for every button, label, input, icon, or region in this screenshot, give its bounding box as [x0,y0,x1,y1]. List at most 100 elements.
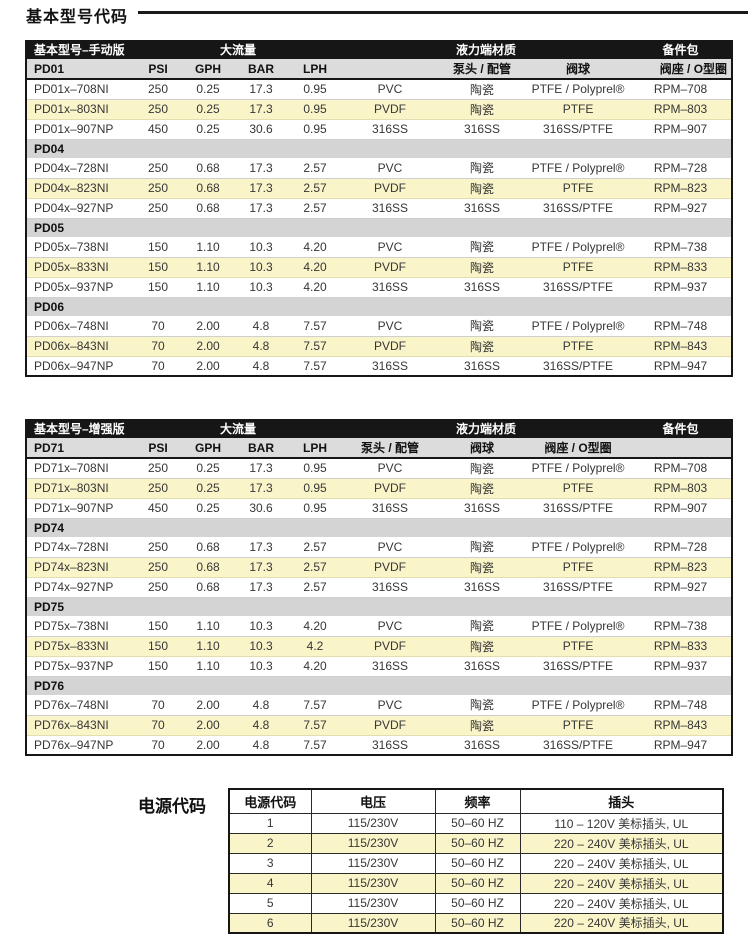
psi-cell: 150 [134,277,182,298]
model-row: PD74x–728NI 250 0.68 17.3 2.57 PVC 陶瓷 PTFE / Po… [26,537,733,558]
frequency-cell: 50–60 HZ [434,892,521,914]
model-cell: PD76x–947NP [34,737,114,752]
section-row: PD05 [26,218,733,237]
psi-cell: 250 [134,577,182,598]
table-main-header-row: 基本型号–增强版 大流量 液力端材质 备件包 [26,419,733,438]
psi-cell: 450 [134,119,182,140]
section-label: PD06 [34,299,65,314]
valve-ball-cell: 316SS [464,358,501,373]
section-label: PD74 [34,520,65,535]
pump-head-cell: PVDF [342,336,439,357]
psi-header: PSI [148,440,168,455]
plug-cell: 220 – 240V 美标插头, UL [519,852,724,874]
valve-seat-cell: 316SS/PTFE [526,119,631,140]
valve-seat-cell: PTFE [526,478,631,499]
lph-cell: 7.57 [288,695,343,716]
kit-cell: RPM–728 [630,158,733,179]
lph-cell: 4.2 [288,636,343,657]
valve-seat-header: 阀座 / O型圈 [544,441,612,455]
frequency-cell: 50–60 HZ [434,872,521,894]
section-row: PD04 [26,139,733,158]
valve-ball-cell: 陶瓷 [438,557,527,578]
psi-cell: 250 [134,537,182,558]
lph-cell: 7.57 [288,316,343,337]
lph-cell: 2.57 [288,158,343,179]
kit-cell: RPM–927 [630,577,733,598]
model-cell: PD75x–833NI [26,636,134,657]
lph-cell: 4.20 [288,656,343,677]
lph-cell: 2.57 [288,577,343,598]
kit-cell: RPM–907 [630,498,733,519]
valve-ball-cell: 陶瓷 [438,478,527,499]
pump-head-cell: 316SS [342,498,439,519]
gph-cell: 0.68 [182,158,234,179]
kit-cell: RPM–907 [630,119,733,140]
power-code-cell: 2 [228,832,312,854]
gph-cell: 0.25 [182,478,234,499]
section-row: PD76 [26,676,733,695]
psi-cell: 450 [134,498,182,519]
pump-head-cell: PVDF [342,636,439,657]
plug-cell: 220 – 240V 美标插头, UL [519,912,724,934]
lph-cell: 7.57 [303,737,327,752]
psi-cell: 250 [134,158,182,179]
voltage-cell: 115/230V [310,872,436,894]
kit-cell: RPM–843 [630,715,733,736]
kit-cell: RPM–947 [653,358,708,373]
section-label: PD71 [34,440,65,455]
power-row: 4 115/230V 50–60 HZ 220 – 240V 美标插头, UL [228,872,724,894]
table-title-enhanced: 基本型号–增强版 [34,422,125,436]
gph-cell: 0.68 [182,537,234,558]
model-row: PD05x–833NI 150 1.10 10.3 4.20 PVDF 陶瓷 PTFE RPM–… [26,257,733,278]
gph-cell: 0.25 [182,498,234,519]
spacer-cell [630,438,732,458]
kit-cell: RPM–748 [630,695,733,716]
model-cell: PD74x–823NI [26,557,134,578]
psi-cell: 150 [134,616,182,637]
lph-cell: 2.57 [288,557,343,578]
model-cell: PD76x–748NI [26,695,134,716]
kit-cell: RPM–833 [630,257,733,278]
flow-group-header: 大流量 [220,43,257,57]
section-row: PD74 [26,518,733,537]
pump-head-cell: 316SS [342,277,439,298]
gph-cell: 1.10 [182,616,234,637]
model-row: PD04x–927NP 250 0.68 17.3 2.57 316SS 316SS 316S… [26,198,733,219]
kit-cell: RPM–823 [630,178,733,199]
gph-cell: 0.68 [182,178,234,199]
frequency-cell: 50–60 HZ [434,912,521,934]
bar-cell: 17.3 [234,537,288,558]
power-code-table: 电源代码 电压 频率 插头 1 115/230V 50–60 HZ 110 – 120… [228,788,724,934]
pump-head-cell: PVDF [342,557,439,578]
valve-seat-cell: PTFE / Polyprel® [526,158,631,179]
bar-cell: 17.3 [234,178,288,199]
voltage-cell: 115/230V [310,832,436,854]
gph-cell: 2.00 [182,336,234,357]
valve-ball-cell: 陶瓷 [438,458,527,479]
table-title-manual: 基本型号–手动版 [34,43,125,57]
flow-group-header: 大流量 [220,422,257,436]
model-row: PD01x–803NI 250 0.25 17.3 0.95 PVDF 陶瓷 PTFE RPM–… [26,99,733,120]
valve-seat-cell: PTFE / Polyprel® [526,458,631,479]
lph-cell: 2.57 [288,198,343,219]
gph-cell: 0.68 [182,198,234,219]
model-row: PD04x–823NI 250 0.68 17.3 2.57 PVDF 陶瓷 PTFE RPM–… [26,178,733,199]
psi-cell: 70 [134,695,182,716]
valve-ball-header: 阀球 [566,62,591,76]
model-cell: PD74x–927NP [26,577,134,598]
model-cell: PD04x–927NP [26,198,134,219]
lph-cell: 0.95 [288,119,343,140]
pump-head-cell: PVDF [342,478,439,499]
voltage-header: 电压 [310,788,436,814]
valve-seat-header: 阀座 / O型圈 [659,62,728,76]
valve-seat-cell: PTFE / Polyprel® [526,537,631,558]
frequency-cell: 50–60 HZ [434,812,521,834]
lph-cell: 4.20 [288,616,343,637]
power-code-section-label: 电源代码 [138,797,206,816]
model-cell: PD04x–728NI [26,158,134,179]
bar-cell: 10.3 [234,616,288,637]
model-row: PD05x–937NP 150 1.10 10.3 4.20 316SS 316SS 316S… [26,277,733,298]
gph-cell: 1.10 [182,237,234,258]
model-cell: PD75x–738NI [26,616,134,637]
power-code-cell: 4 [228,872,312,894]
